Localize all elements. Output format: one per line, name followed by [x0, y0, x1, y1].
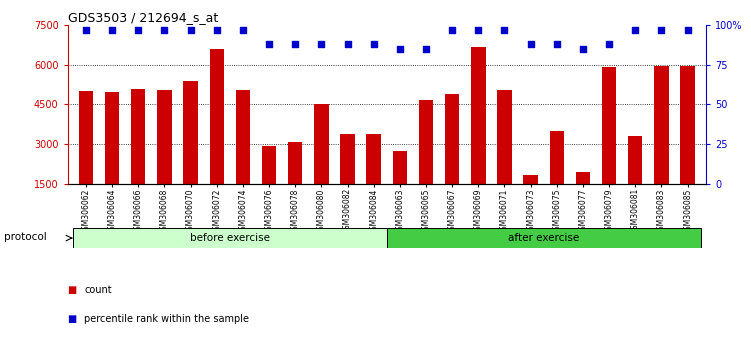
Point: [80, 27, 92, 33]
Point: [289, 41, 301, 47]
Point: [420, 46, 432, 52]
Bar: [340, 133, 354, 224]
Point: [368, 41, 380, 47]
Text: count: count: [84, 285, 112, 295]
Text: after exercise: after exercise: [508, 233, 579, 243]
Point: [682, 27, 694, 33]
Bar: [387, 228, 701, 248]
Point: [446, 27, 458, 33]
Point: [342, 41, 354, 47]
Bar: [314, 104, 328, 224]
Point: [499, 27, 511, 33]
Point: [315, 41, 327, 47]
Text: GDS3503 / 212694_s_at: GDS3503 / 212694_s_at: [68, 11, 218, 24]
Point: [158, 27, 170, 33]
Bar: [445, 94, 460, 224]
Bar: [680, 66, 695, 224]
Point: [394, 46, 406, 52]
Point: [525, 41, 537, 47]
Bar: [79, 91, 93, 224]
Bar: [73, 228, 387, 248]
Point: [629, 27, 641, 33]
Bar: [105, 92, 119, 224]
Point: [211, 27, 223, 33]
Bar: [262, 145, 276, 224]
Text: ■: ■: [68, 285, 77, 295]
Point: [185, 27, 197, 33]
Bar: [602, 67, 617, 224]
Point: [603, 41, 615, 47]
Bar: [471, 47, 486, 224]
Point: [550, 41, 562, 47]
Bar: [210, 49, 224, 224]
Bar: [366, 133, 381, 224]
Point: [263, 41, 275, 47]
Text: percentile rank within the sample: percentile rank within the sample: [84, 314, 249, 324]
Bar: [393, 151, 407, 224]
Point: [132, 27, 144, 33]
Bar: [288, 142, 303, 224]
Text: before exercise: before exercise: [190, 233, 270, 243]
Point: [106, 27, 118, 33]
Bar: [236, 90, 250, 224]
Point: [577, 46, 589, 52]
Point: [656, 27, 668, 33]
Bar: [131, 88, 146, 224]
Point: [472, 27, 484, 33]
Bar: [183, 81, 198, 224]
Bar: [628, 136, 643, 224]
Text: ■: ■: [68, 314, 77, 324]
Point: [237, 27, 249, 33]
Bar: [576, 172, 590, 224]
Text: protocol: protocol: [4, 232, 47, 242]
Bar: [654, 66, 668, 224]
Bar: [157, 90, 171, 224]
Bar: [497, 90, 511, 224]
Bar: [523, 175, 538, 224]
Bar: [550, 131, 564, 224]
Bar: [419, 101, 433, 224]
